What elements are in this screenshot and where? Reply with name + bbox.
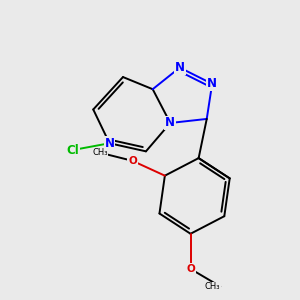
Text: N: N: [175, 61, 185, 74]
Text: N: N: [104, 137, 115, 150]
Text: CH₃: CH₃: [205, 282, 220, 291]
Text: N: N: [207, 77, 217, 90]
Text: N: N: [165, 116, 175, 130]
Text: O: O: [128, 156, 137, 166]
Text: Cl: Cl: [67, 143, 80, 157]
Text: CH₃: CH₃: [92, 148, 108, 157]
Text: O: O: [186, 264, 195, 274]
